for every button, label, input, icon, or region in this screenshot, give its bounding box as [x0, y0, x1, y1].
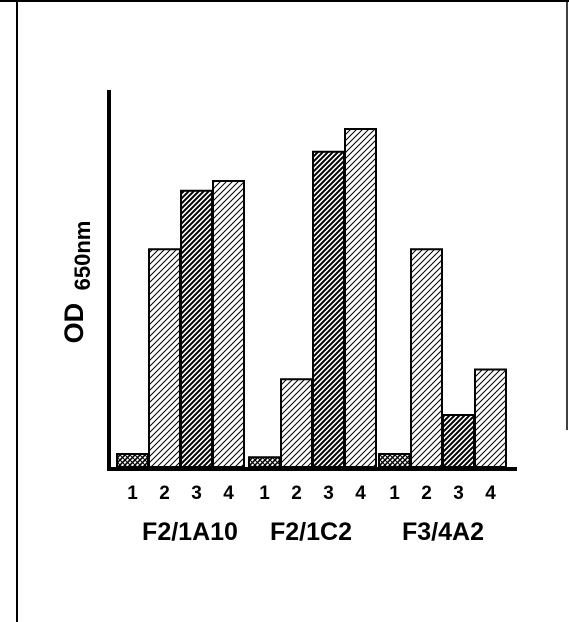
y-axis-label-main: OD — [59, 303, 89, 344]
tick-label: 2 — [291, 483, 302, 504]
y-axis-label: OD 650nm — [59, 221, 95, 344]
bar-f2-1a10-1 — [116, 453, 149, 468]
tick-label: 3 — [191, 483, 202, 504]
tick-label: 4 — [355, 483, 366, 504]
bar-f3-4a2-3 — [442, 414, 475, 468]
tick-label: 2 — [159, 483, 170, 504]
bar-f2-1a10-4 — [212, 180, 245, 468]
group-label: F2/1A10 — [142, 518, 238, 546]
tick-label: 3 — [323, 483, 334, 504]
bar-f2-1c2-1 — [248, 456, 281, 468]
y-axis-label-sub: 650nm — [70, 221, 95, 291]
group-label: F2/1C2 — [270, 518, 352, 546]
bar-f2-1c2-2 — [280, 378, 313, 468]
bar-f2-1c2-4 — [344, 128, 377, 468]
tick-label: 1 — [389, 483, 400, 504]
tick-label: 1 — [259, 483, 270, 504]
bar-f2-1a10-3 — [180, 189, 213, 468]
tick-label: 4 — [223, 483, 234, 504]
tick-label: 4 — [485, 483, 496, 504]
tick-label: 2 — [421, 483, 432, 504]
tick-label: 3 — [453, 483, 464, 504]
bar-f2-1a10-2 — [148, 248, 181, 468]
bar-f3-4a2-2 — [410, 248, 443, 468]
bar-f3-4a2-1 — [378, 453, 411, 468]
bar-f3-4a2-4 — [474, 368, 507, 468]
bar-f2-1c2-3 — [312, 150, 345, 468]
bars-layer — [116, 128, 507, 468]
group-labels-layer: F2/1A10 F2/1C2 F3/4A2 — [142, 518, 484, 546]
tick-label: 1 — [127, 483, 138, 504]
group-label: F3/4A2 — [402, 518, 484, 546]
